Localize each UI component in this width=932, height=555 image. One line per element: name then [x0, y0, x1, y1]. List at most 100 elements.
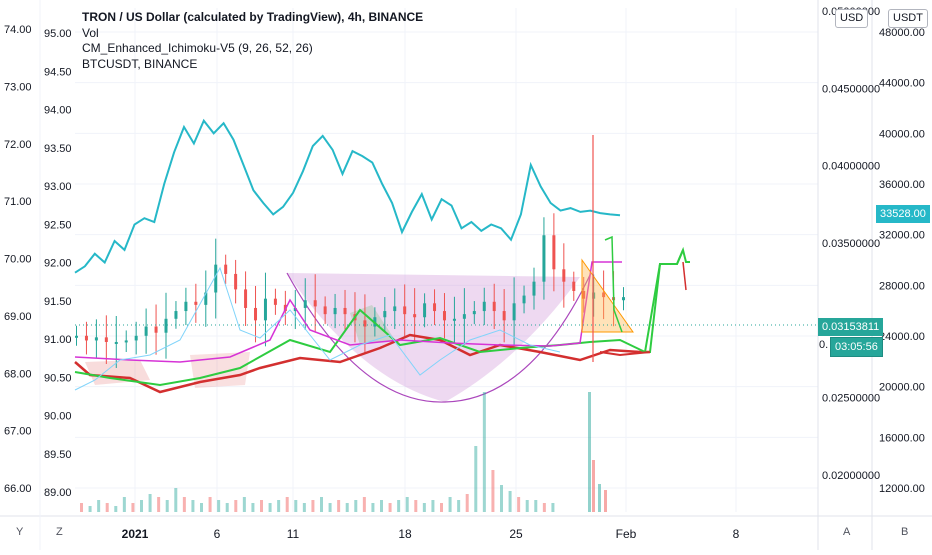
- volume-bar: [182, 497, 186, 512]
- volume-bar: [277, 500, 281, 512]
- candle-body: [75, 335, 78, 338]
- candle-body: [363, 320, 367, 327]
- volume-bar: [525, 500, 529, 512]
- inner-left-tick-label: 90.00: [44, 411, 72, 423]
- volume-bar: [294, 500, 298, 512]
- legend-ichimoku[interactable]: CM_Enhanced_Ichimoku-V5 (9, 26, 52, 26): [82, 41, 313, 55]
- volume-bar: [148, 494, 152, 512]
- candle-body: [532, 281, 536, 296]
- volume-bar: [345, 503, 349, 512]
- candle-body: [204, 292, 208, 305]
- volume-bar: [362, 497, 366, 512]
- legend-title[interactable]: TRON / US Dollar (calculated by TradingV…: [82, 10, 424, 24]
- kumo-cloud-small: [190, 352, 250, 388]
- volume-bar: [311, 500, 315, 512]
- btc-last-price-tag: 33528.00: [876, 205, 930, 223]
- volume-bar: [604, 490, 607, 512]
- candle-body: [293, 307, 297, 312]
- far-left-tick-label: 68.00: [4, 368, 32, 380]
- axis-mode-a-button[interactable]: A: [843, 526, 851, 538]
- candle-body: [313, 300, 317, 307]
- legend-volume[interactable]: Vol: [82, 25, 99, 40]
- chikou-line: [74, 261, 622, 363]
- candle-body: [254, 307, 258, 321]
- candle-body: [582, 290, 586, 299]
- axis-mode-z-button[interactable]: Z: [56, 526, 63, 538]
- candle-body: [383, 311, 387, 318]
- volume-bar: [131, 503, 135, 512]
- time-tick-label: Feb: [616, 527, 637, 541]
- volume-bar: [140, 500, 143, 512]
- volume-bar: [405, 497, 409, 512]
- kumo-cloud-green: [350, 305, 395, 345]
- volume-bar: [122, 497, 126, 512]
- candle-body: [542, 235, 546, 282]
- candle-body: [403, 306, 407, 315]
- candle-body: [184, 301, 188, 312]
- candle-body: [512, 303, 516, 321]
- currency-badge-usd[interactable]: USD: [835, 9, 869, 28]
- volume-bar: [500, 485, 503, 512]
- candle-body: [84, 335, 88, 341]
- candle-body: [124, 340, 128, 343]
- candle-body: [482, 301, 486, 312]
- volume-bar: [491, 470, 495, 512]
- time-axis: 2021 6 11 18 25 Feb 8: [122, 527, 740, 541]
- volume-bar: [97, 500, 101, 512]
- candle-body: [224, 264, 228, 274]
- volume-bar: [517, 497, 521, 512]
- inner-left-tick-label: 93.50: [44, 143, 72, 155]
- trx-last-price-tag: 0.03153811: [818, 318, 884, 336]
- volume-bar: [302, 503, 306, 512]
- usd-axis-tick-label: 0.04500000: [822, 83, 880, 95]
- volume-bar: [388, 503, 392, 512]
- volume-bar: [242, 497, 246, 512]
- volume-bar: [225, 503, 229, 512]
- volume-bar: [88, 506, 92, 512]
- candle-body: [602, 292, 606, 298]
- inner-left-tick-label: 89.50: [44, 449, 72, 461]
- candle-body: [164, 318, 168, 333]
- candle-body: [622, 297, 625, 301]
- cup-arc: [286, 272, 591, 403]
- far-left-tick-label: 74.00: [4, 24, 32, 36]
- time-tick-label: 18: [398, 527, 412, 541]
- candle-body: [562, 269, 566, 282]
- volume-bar: [474, 446, 478, 512]
- usdt-axis-tick-label: 36000.00: [879, 179, 925, 191]
- btcusdt-line: [74, 118, 621, 274]
- candle-body: [393, 306, 397, 312]
- far-left-tick-label: 66.00: [4, 483, 32, 495]
- volume-bar: [157, 497, 161, 512]
- candle-body: [413, 314, 417, 318]
- far-left-tick-label: 70.00: [4, 254, 32, 266]
- currency-badge-usdt[interactable]: USDT: [888, 9, 928, 28]
- candle-body: [433, 303, 437, 312]
- candle-body: [592, 292, 596, 299]
- axis-mode-b-button[interactable]: B: [901, 526, 909, 538]
- time-tick-label: 11: [287, 527, 300, 541]
- volume-bar: [598, 484, 601, 512]
- volume-bar: [191, 500, 195, 512]
- usdt-axis-tick-label: 24000.00: [879, 331, 925, 343]
- indicator-lines: [74, 118, 690, 394]
- candle-body: [154, 326, 158, 333]
- inner-left-tick-label: 94.00: [44, 105, 72, 117]
- usdt-axis-tick-label: 20000.00: [879, 382, 925, 394]
- candle-body: [214, 264, 218, 293]
- volume-bar: [208, 497, 212, 512]
- candle-body: [343, 307, 347, 315]
- time-tick-label: 8: [733, 527, 740, 541]
- candle-body: [234, 273, 238, 290]
- volume-bar: [268, 503, 272, 512]
- inner-left-tick-label: 92.00: [44, 258, 72, 270]
- inner-left-tick-label: 91.00: [44, 334, 72, 346]
- legend-btcusdt[interactable]: BTCUSDT, BINANCE: [82, 56, 198, 71]
- volume-bar: [217, 500, 221, 512]
- time-tick-label: 2021: [122, 527, 149, 541]
- axis-mode-y-button[interactable]: Y: [16, 526, 24, 538]
